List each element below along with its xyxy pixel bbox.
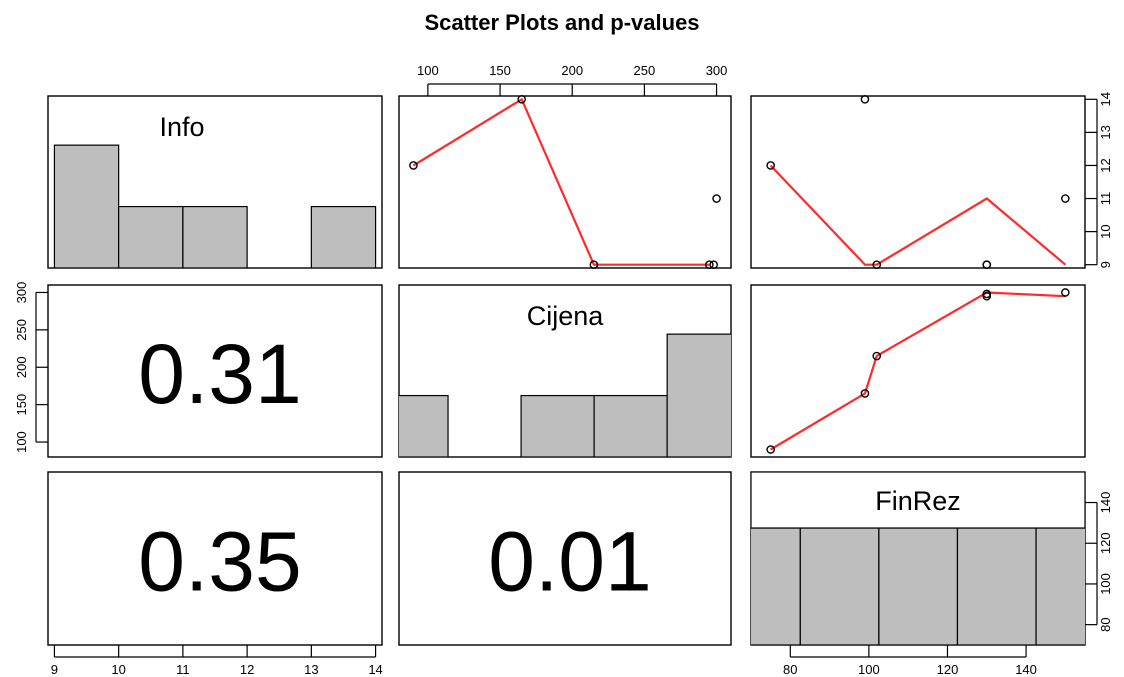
variable-label: FinRez xyxy=(875,486,961,516)
tick-label: 100 xyxy=(1098,573,1113,595)
scatter-point xyxy=(589,260,599,269)
tick-label: 9 xyxy=(51,662,58,677)
histogram-bar xyxy=(310,205,377,268)
scatter-point xyxy=(982,260,992,269)
p-value-label: 0.31 xyxy=(138,327,302,421)
panel-info-finrez xyxy=(750,95,1086,269)
tick-label: 100 xyxy=(14,431,29,453)
tick-label: 12 xyxy=(240,662,254,677)
fit-line xyxy=(770,291,1066,451)
scatter-info-vs-finrez xyxy=(766,95,1070,269)
chart-title: Scatter Plots and p-values xyxy=(424,10,700,35)
scatter-info-vs-cijena xyxy=(409,95,721,269)
histogram-bar xyxy=(1035,527,1085,645)
panel-finrez-cijena xyxy=(398,471,732,646)
panel-cijena-info xyxy=(47,284,383,458)
tick-label: 11 xyxy=(176,662,190,677)
tick-label: 14 xyxy=(368,662,382,677)
histogram-cijena xyxy=(399,333,731,457)
fit-line xyxy=(412,97,710,266)
tick-label: 10 xyxy=(1098,224,1113,238)
histogram-bar xyxy=(399,394,449,457)
tick-label: 12 xyxy=(1098,158,1113,172)
scatter-point xyxy=(517,95,526,104)
scatter-point xyxy=(705,260,714,269)
scatter-point xyxy=(1061,194,1070,203)
tick-label: 80 xyxy=(1098,617,1113,631)
histogram-bar xyxy=(666,333,731,457)
histogram-bar xyxy=(182,205,248,268)
tick-label: 200 xyxy=(561,63,583,78)
histogram-bar xyxy=(53,144,120,268)
tick-label: 120 xyxy=(937,662,959,677)
tick-label: 9 xyxy=(1098,261,1113,268)
histogram-info xyxy=(53,144,377,268)
p-value-label: 0.35 xyxy=(138,515,302,609)
scatter-point xyxy=(712,194,721,203)
scatter-point xyxy=(872,260,882,269)
histogram-bar xyxy=(799,527,880,645)
scatter-point xyxy=(860,389,870,398)
panel-cijena-finrez xyxy=(750,284,1086,458)
tick-label: 140 xyxy=(1015,662,1037,677)
panel-info-cijena xyxy=(398,95,732,269)
tick-label: 100 xyxy=(417,63,439,78)
scatter-point xyxy=(982,289,992,299)
tick-label: 14 xyxy=(1098,92,1113,106)
histogram-bar xyxy=(751,527,801,645)
scatter-point xyxy=(860,95,870,104)
histogram-bar xyxy=(520,394,595,457)
scatter-point xyxy=(766,445,775,454)
histogram-bar xyxy=(593,394,668,457)
tick-label: 300 xyxy=(706,63,728,78)
tick-label: 300 xyxy=(14,282,29,304)
histogram-bar xyxy=(956,527,1037,645)
tick-label: 120 xyxy=(1098,532,1113,554)
tick-label: 10 xyxy=(111,662,125,677)
histogram-bar xyxy=(118,205,184,268)
tick-label: 13 xyxy=(304,662,318,677)
tick-label: 11 xyxy=(1098,192,1113,206)
scatter-point xyxy=(872,351,882,361)
scatter-point xyxy=(709,260,718,269)
tick-label: 140 xyxy=(1098,492,1113,514)
fit-line xyxy=(769,164,1067,266)
scatter-point xyxy=(1061,288,1070,297)
tick-label: 200 xyxy=(14,356,29,378)
panel-finrez-info xyxy=(47,471,383,646)
tick-label: 250 xyxy=(14,319,29,341)
variable-label: Cijena xyxy=(527,301,605,331)
tick-label: 80 xyxy=(783,662,797,677)
tick-label: 150 xyxy=(489,63,511,78)
scatter-cijena-vs-finrez xyxy=(766,288,1070,454)
tick-label: 250 xyxy=(634,63,656,78)
variable-label: Info xyxy=(159,112,204,142)
tick-label: 13 xyxy=(1098,125,1113,139)
histogram-bar xyxy=(878,527,959,645)
histogram-finrez xyxy=(751,472,1085,645)
scatter-point xyxy=(409,161,418,170)
p-value-label: 0.01 xyxy=(488,515,652,609)
tick-label: 150 xyxy=(14,394,29,416)
tick-label: 100 xyxy=(858,662,880,677)
scatter-point xyxy=(766,161,775,170)
